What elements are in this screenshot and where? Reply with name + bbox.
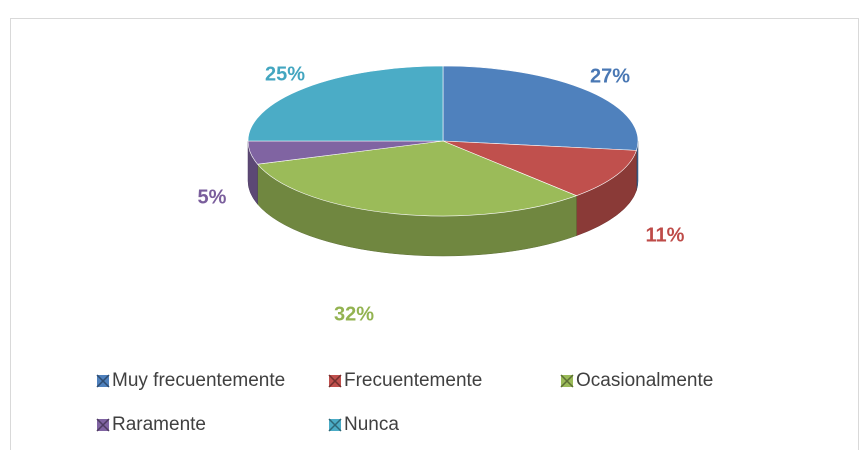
- legend-item: Nunca: [328, 414, 399, 435]
- legend-swatch-bevel: [96, 374, 110, 388]
- slice: [256, 140, 578, 217]
- data-label: 25%: [265, 63, 305, 85]
- legend-label: Frecuentemente: [344, 370, 482, 391]
- legend-label: Muy frecuentemente: [112, 370, 285, 391]
- slice: [247, 65, 444, 142]
- legend-swatch-bevel: [328, 418, 342, 432]
- legend-swatch-bevel: [328, 374, 342, 388]
- slice: [442, 140, 637, 196]
- legend-item: Muy frecuentemente: [96, 370, 285, 391]
- legend-item: Ocasionalmente: [560, 370, 713, 391]
- data-label: 5%: [198, 186, 227, 208]
- legend-swatch-bevel: [96, 418, 110, 432]
- legend-item: Raramente: [96, 414, 206, 435]
- legend-label: Nunca: [344, 414, 399, 435]
- slice: [442, 65, 639, 151]
- legend-label: Raramente: [112, 414, 206, 435]
- legend-label: Ocasionalmente: [576, 370, 713, 391]
- data-label: 11%: [646, 224, 685, 246]
- data-label: 32%: [334, 303, 374, 325]
- legend-item: Frecuentemente: [328, 370, 482, 391]
- data-label: 27%: [590, 65, 630, 87]
- legend-swatch-bevel: [560, 374, 574, 388]
